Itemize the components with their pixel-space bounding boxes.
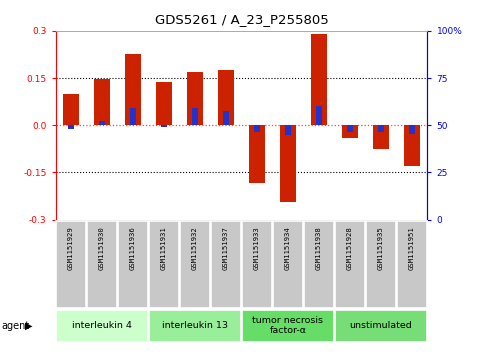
FancyBboxPatch shape	[335, 310, 426, 342]
FancyBboxPatch shape	[397, 220, 427, 308]
Bar	[373, 125, 389, 149]
Bar	[342, 125, 358, 138]
Text: tumor necrosis
factor-α: tumor necrosis factor-α	[253, 316, 324, 335]
Bar	[249, 125, 265, 183]
Bar	[125, 54, 141, 125]
Bar	[192, 108, 198, 125]
Text: interleukin 4: interleukin 4	[72, 321, 132, 330]
FancyBboxPatch shape	[242, 310, 334, 342]
Text: GSM1151934: GSM1151934	[285, 226, 291, 270]
Bar	[223, 111, 229, 125]
Bar	[254, 125, 260, 132]
FancyBboxPatch shape	[304, 220, 334, 308]
Bar	[404, 125, 420, 166]
Bar	[285, 125, 291, 135]
FancyBboxPatch shape	[149, 220, 179, 308]
Text: GSM1151937: GSM1151937	[223, 226, 229, 270]
FancyBboxPatch shape	[87, 220, 117, 308]
FancyBboxPatch shape	[273, 220, 303, 308]
Bar	[409, 125, 415, 134]
FancyBboxPatch shape	[242, 220, 272, 308]
Bar	[218, 70, 234, 125]
FancyBboxPatch shape	[335, 220, 365, 308]
Text: GSM1151929: GSM1151929	[68, 226, 74, 270]
Bar	[130, 108, 136, 125]
Text: GSM1151928: GSM1151928	[347, 226, 353, 270]
Bar	[68, 125, 74, 129]
Text: GSM1151933: GSM1151933	[254, 226, 260, 270]
Text: GSM1151930: GSM1151930	[99, 226, 105, 270]
Bar	[378, 125, 384, 132]
FancyBboxPatch shape	[366, 220, 396, 308]
FancyBboxPatch shape	[149, 310, 241, 342]
Text: GSM1151936: GSM1151936	[130, 226, 136, 270]
FancyBboxPatch shape	[211, 220, 241, 308]
FancyBboxPatch shape	[180, 220, 210, 308]
Bar	[280, 125, 296, 202]
Bar	[94, 79, 110, 125]
Text: agent: agent	[1, 321, 29, 331]
Bar	[161, 125, 167, 127]
Text: GSM1151931: GSM1151931	[161, 226, 167, 270]
Bar	[63, 94, 79, 125]
Text: GSM1151935: GSM1151935	[378, 226, 384, 270]
Text: GSM1151938: GSM1151938	[316, 226, 322, 270]
Text: interleukin 13: interleukin 13	[162, 321, 228, 330]
Bar	[156, 82, 172, 125]
Text: GDS5261 / A_23_P255805: GDS5261 / A_23_P255805	[155, 13, 328, 26]
Bar	[347, 125, 353, 132]
Bar	[99, 122, 105, 125]
FancyBboxPatch shape	[56, 220, 86, 308]
FancyBboxPatch shape	[118, 220, 148, 308]
Text: GSM1151932: GSM1151932	[192, 226, 198, 270]
Bar	[316, 106, 322, 125]
Text: unstimulated: unstimulated	[350, 321, 412, 330]
Bar	[311, 34, 327, 125]
Bar	[187, 72, 203, 125]
FancyBboxPatch shape	[57, 310, 148, 342]
Text: GSM1151951: GSM1151951	[409, 226, 415, 270]
Text: ▶: ▶	[25, 321, 33, 331]
